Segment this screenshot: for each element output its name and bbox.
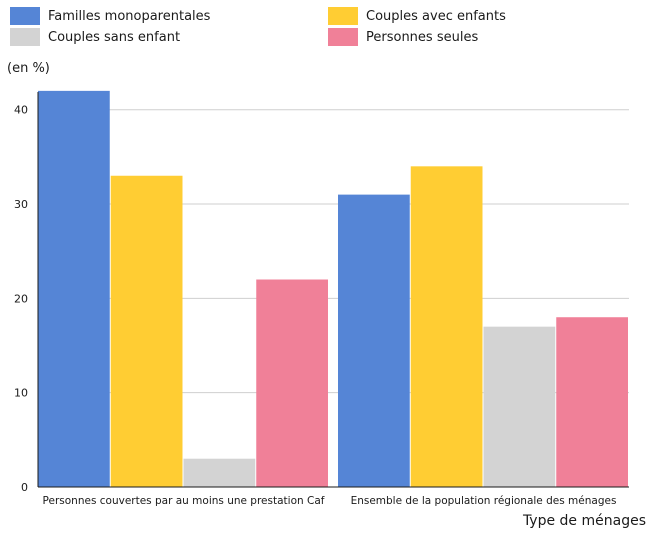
bar-personnes_seules-1 [556,317,628,487]
bar-couples_sans_enfant-0 [183,458,256,487]
legend-item-couples-sans-enfant: Couples sans enfant [10,27,180,47]
legend-swatch-personnes-seules [328,28,358,46]
bar-couples_sans_enfant-1 [483,326,556,487]
x-tick-label-0: Personnes couvertes par au moins une pre… [43,495,325,507]
bar-couples_avec_enfants-1 [410,166,483,487]
legend-label-couples-sans-enfant: Couples sans enfant [48,29,181,45]
legend-item-familles-monoparentales: Familles monoparentales [10,6,210,26]
y-axis-unit-label: (en %) [7,61,50,76]
legend-item-personnes-seules: Personnes seules [328,27,478,47]
x-tick-label-1: Ensemble de la population régionale des … [351,495,617,507]
legend-swatch-couples-avec-enfants [328,7,358,25]
bar-familles_monoparentales-1 [338,194,410,487]
bar-familles_monoparentales-0 [38,90,110,487]
legend: Familles monoparentales Couples avec enf… [10,6,650,48]
legend-swatch-familles-monoparentales [10,7,40,25]
y-tick-label-30: 30 [14,198,28,211]
legend-swatch-couples-sans-enfant [10,28,40,46]
y-tick-label-20: 20 [14,292,28,305]
legend-label-familles-monoparentales: Familles monoparentales [48,8,211,24]
x-axis-title: Type de ménages [522,513,646,529]
legend-label-couples-avec-enfants: Couples avec enfants [366,8,506,24]
bar-personnes_seules-0 [256,279,328,487]
y-tick-label-0: 0 [21,481,28,494]
legend-item-couples-avec-enfants: Couples avec enfants [328,6,506,26]
legend-label-personnes-seules: Personnes seules [366,29,479,45]
y-tick-label-40: 40 [14,104,28,117]
bar-couples_avec_enfants-0 [110,175,183,487]
y-tick-label-10: 10 [14,387,28,400]
